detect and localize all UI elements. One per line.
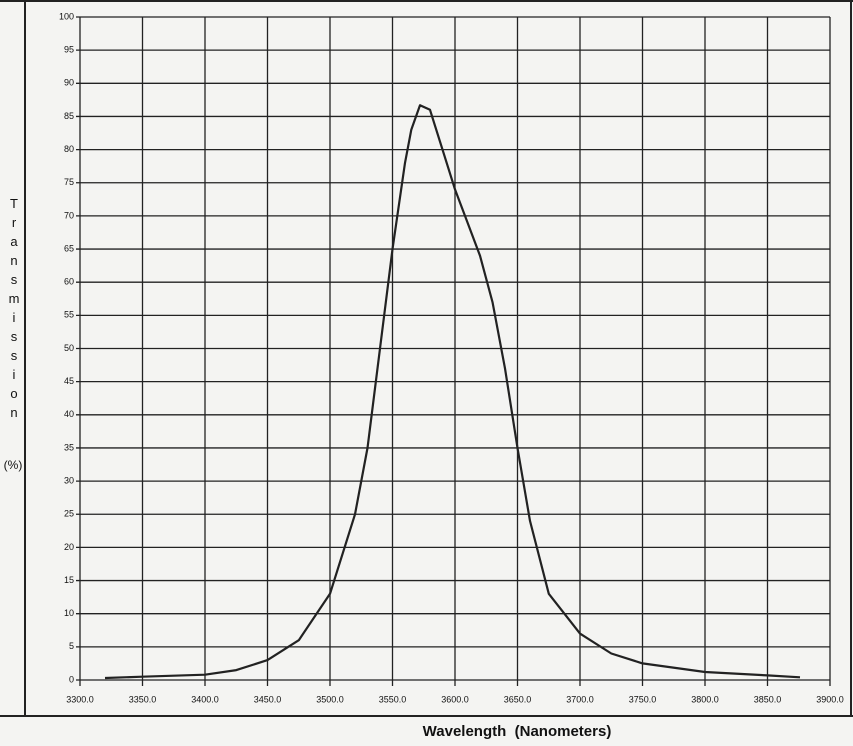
x-tick-label: 3450.0 xyxy=(254,694,282,704)
x-tick-label: 3800.0 xyxy=(691,694,719,704)
y-tick-label: 50 xyxy=(64,343,74,353)
y-tick-label: 65 xyxy=(64,243,74,253)
y-tick-label: 100 xyxy=(59,11,74,21)
y-tick-label: 40 xyxy=(64,409,74,419)
y-tick-label: 10 xyxy=(64,608,74,618)
x-tick-label: 3550.0 xyxy=(379,694,407,704)
y-tick-label: 95 xyxy=(64,45,74,55)
y-tick-label: 20 xyxy=(64,542,74,552)
y-tick-label: 15 xyxy=(64,575,74,585)
y-tick-label: 25 xyxy=(64,509,74,519)
x-tick-label: 3350.0 xyxy=(129,694,157,704)
y-tick-label: 75 xyxy=(64,177,74,187)
x-tick-label: 3700.0 xyxy=(566,694,594,704)
y-tick-label: 5 xyxy=(69,641,74,651)
y-axis-label: Transmission xyxy=(7,196,22,424)
x-tick-label: 3300.0 xyxy=(66,694,94,704)
y-tick-label: 55 xyxy=(64,310,74,320)
x-tick-label: 3400.0 xyxy=(191,694,219,704)
y-tick-label: 35 xyxy=(64,442,74,452)
y-axis-unit: (%) xyxy=(4,458,23,472)
y-tick-label: 0 xyxy=(69,674,74,684)
x-tick-label: 3600.0 xyxy=(441,694,469,704)
x-axis-label: Wavelength (Nanometers) xyxy=(423,723,612,740)
y-tick-label: 85 xyxy=(64,111,74,121)
line-series xyxy=(104,104,801,680)
x-tick-label: 3750.0 xyxy=(629,694,657,704)
y-tick-label: 30 xyxy=(64,475,74,485)
y-tick-label: 45 xyxy=(64,376,74,386)
x-tick-label: 3850.0 xyxy=(754,694,782,704)
y-tick-label: 70 xyxy=(64,210,74,220)
y-tick-label: 80 xyxy=(64,144,74,154)
y-tick-label: 60 xyxy=(64,277,74,287)
y-tick-label: 90 xyxy=(64,78,74,88)
x-tick-label: 3900.0 xyxy=(816,694,844,704)
x-tick-label: 3650.0 xyxy=(504,694,532,704)
x-tick-label: 3500.0 xyxy=(316,694,344,704)
